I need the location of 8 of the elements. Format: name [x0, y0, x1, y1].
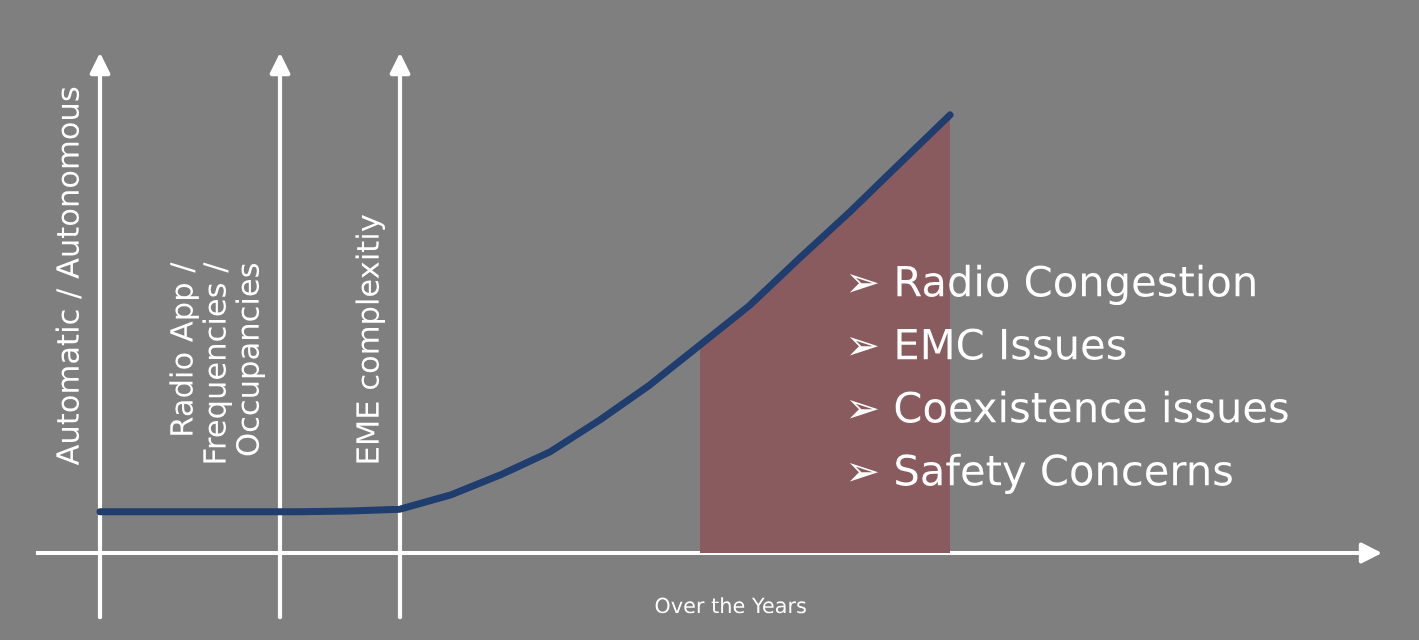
- annotation: ➢ EMC Issues: [849, 328, 1126, 360]
- annotation: Radio App / Frequencies / Occupancies: [169, 262, 265, 463]
- annotation: ➢ Coexistence issues: [849, 390, 1288, 423]
- annotation: ➢ Radio Congestion: [849, 264, 1255, 305]
- annotation: ➢ Safety Concerns: [849, 453, 1232, 494]
- annotation: Automatic / Autonomous: [55, 87, 82, 466]
- annotation: EME complexitiy: [355, 215, 385, 463]
- x-axis-title: Over the Years: [655, 597, 806, 614]
